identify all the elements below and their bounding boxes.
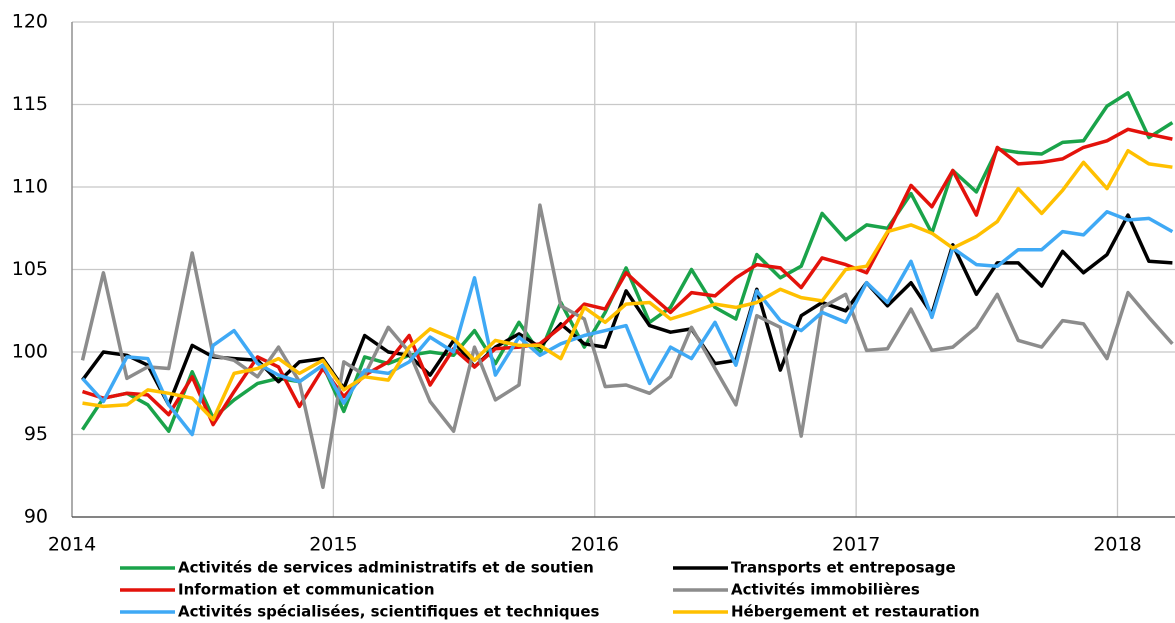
y-tick-label: 110 <box>12 176 48 198</box>
y-tick-label: 90 <box>24 506 48 528</box>
legend-label: Hébergement et restauration <box>731 603 980 621</box>
x-tick-label: 2015 <box>309 534 357 556</box>
legend-label: Information et communication <box>178 581 435 599</box>
x-tick-label: 2014 <box>48 534 96 556</box>
series-line <box>81 210 1174 437</box>
x-tick-label: 2017 <box>832 534 880 556</box>
x-tick-label: 2018 <box>1093 534 1141 556</box>
y-tick-label: 95 <box>24 423 48 445</box>
series-line <box>81 91 1174 433</box>
legend-label: Activités de services administratifs et … <box>178 559 594 577</box>
series-line <box>82 148 1173 422</box>
legend-label: Transports et entreposage <box>731 559 956 577</box>
legend-label: Activités spécialisées, scientifiques et… <box>178 603 600 621</box>
x-tick-label: 2016 <box>571 534 619 556</box>
y-tick-label: 115 <box>12 93 48 115</box>
y-tick-label: 105 <box>12 258 48 280</box>
y-tick-label: 120 <box>12 11 48 33</box>
series-line <box>81 127 1173 427</box>
legend-label: Activités immobilières <box>731 581 920 599</box>
y-tick-label: 100 <box>12 341 48 363</box>
